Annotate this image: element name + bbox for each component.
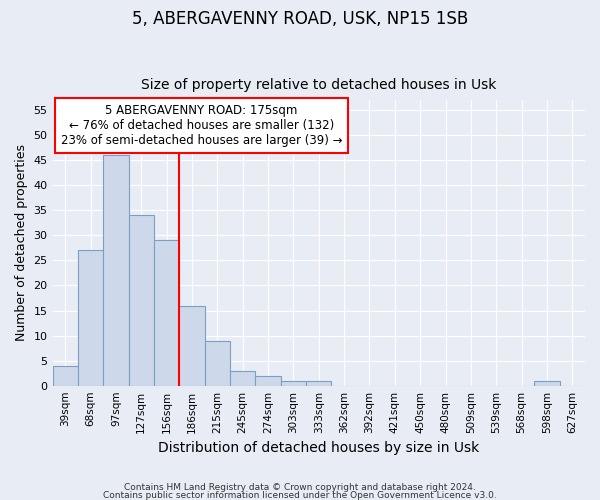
Text: 5 ABERGAVENNY ROAD: 175sqm
← 76% of detached houses are smaller (132)
23% of sem: 5 ABERGAVENNY ROAD: 175sqm ← 76% of deta… <box>61 104 343 148</box>
Text: Contains public sector information licensed under the Open Government Licence v3: Contains public sector information licen… <box>103 490 497 500</box>
Bar <box>256 376 281 386</box>
Y-axis label: Number of detached properties: Number of detached properties <box>15 144 28 342</box>
Text: Contains HM Land Registry data © Crown copyright and database right 2024.: Contains HM Land Registry data © Crown c… <box>124 484 476 492</box>
Bar <box>306 380 331 386</box>
Bar <box>128 216 154 386</box>
X-axis label: Distribution of detached houses by size in Usk: Distribution of detached houses by size … <box>158 441 479 455</box>
Bar <box>103 155 128 386</box>
Bar <box>154 240 179 386</box>
Bar <box>281 380 306 386</box>
Bar <box>230 370 256 386</box>
Bar <box>534 380 560 386</box>
Bar <box>53 366 78 386</box>
Title: Size of property relative to detached houses in Usk: Size of property relative to detached ho… <box>141 78 496 92</box>
Text: 5, ABERGAVENNY ROAD, USK, NP15 1SB: 5, ABERGAVENNY ROAD, USK, NP15 1SB <box>132 10 468 28</box>
Bar <box>78 250 103 386</box>
Bar <box>179 306 205 386</box>
Bar <box>205 340 230 386</box>
